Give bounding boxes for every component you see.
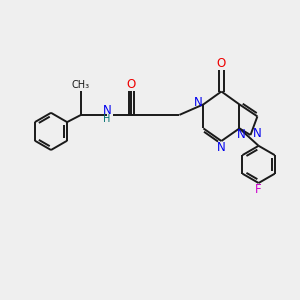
Text: N: N (236, 128, 245, 142)
Text: N: N (194, 96, 202, 110)
Text: F: F (255, 183, 262, 196)
Text: N: N (253, 127, 262, 140)
Text: O: O (127, 78, 136, 91)
Text: H: H (103, 114, 111, 124)
Text: O: O (217, 57, 226, 70)
Text: N: N (216, 141, 225, 154)
Text: CH₃: CH₃ (72, 80, 90, 90)
Text: N: N (103, 104, 112, 117)
